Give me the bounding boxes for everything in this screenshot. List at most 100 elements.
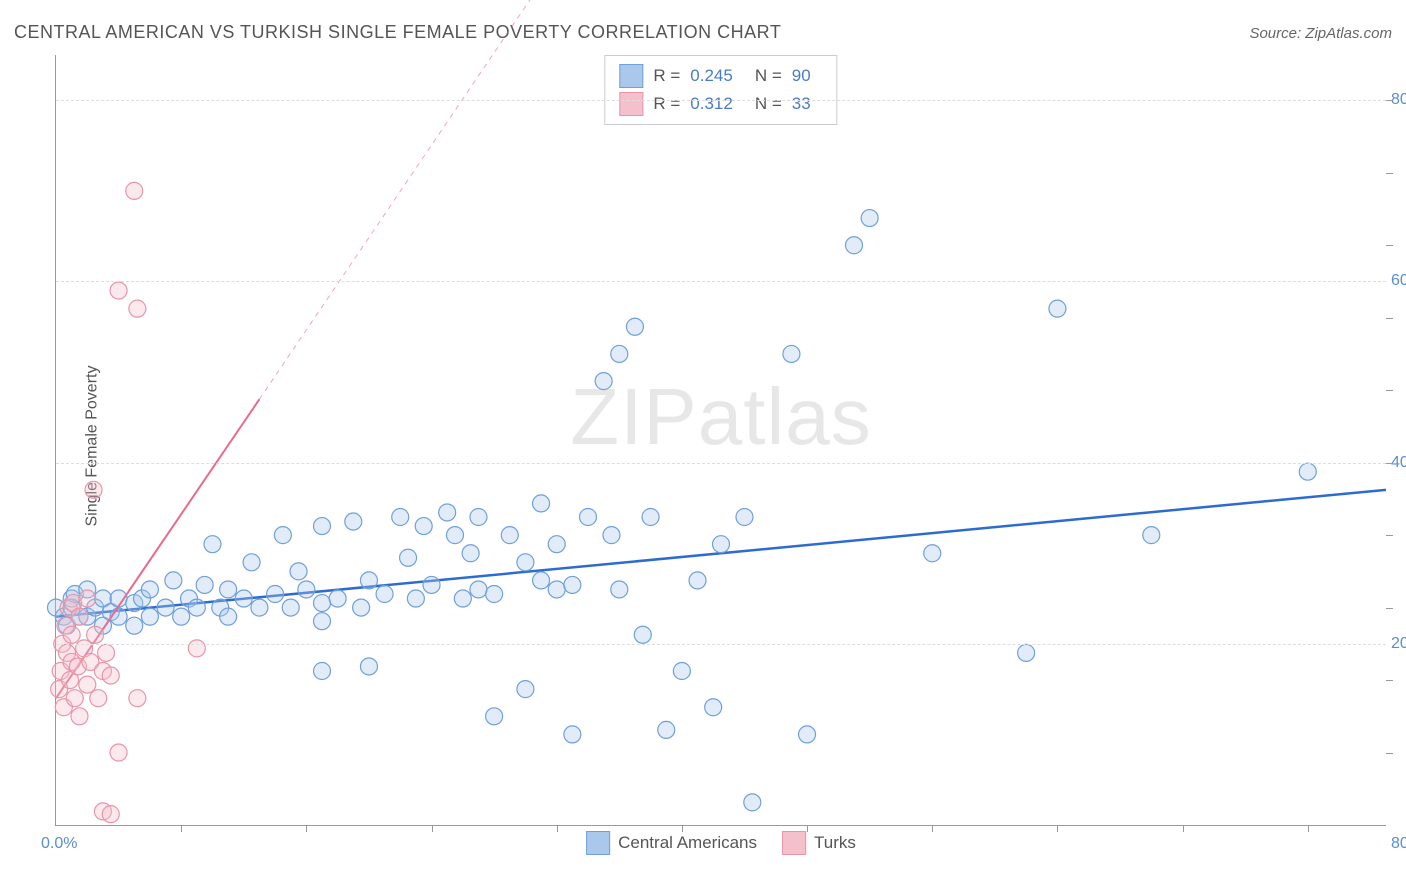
scatter-point <box>517 681 534 698</box>
gridline <box>56 463 1386 464</box>
scatter-point <box>611 345 628 362</box>
scatter-point <box>79 676 96 693</box>
chart-title: CENTRAL AMERICAN VS TURKISH SINGLE FEMAL… <box>14 22 781 43</box>
y-tick <box>1386 390 1393 391</box>
scatter-point <box>533 572 550 589</box>
scatter-point <box>251 599 268 616</box>
x-tick <box>181 825 182 832</box>
x-tick <box>807 825 808 832</box>
y-tick <box>1386 680 1393 681</box>
scatter-point <box>129 300 146 317</box>
y-tick <box>1386 608 1393 609</box>
scatter-point <box>102 667 119 684</box>
scatter-point <box>220 608 237 625</box>
stat-r-value: 0.245 <box>690 66 733 86</box>
stats-row: R = 0.245 N = 90 <box>619 62 822 90</box>
scatter-point <box>564 726 581 743</box>
legend-swatch <box>619 92 643 116</box>
scatter-point <box>71 708 88 725</box>
stat-n-value: 33 <box>792 94 811 114</box>
scatter-point <box>439 504 456 521</box>
plot-area: ZIPatlas R = 0.245N = 90R = 0.312N = 33 … <box>55 55 1386 826</box>
scatter-point <box>470 509 487 526</box>
scatter-point <box>658 721 675 738</box>
scatter-point <box>298 581 315 598</box>
scatter-point <box>141 608 158 625</box>
scatter-point <box>376 586 393 603</box>
scatter-point <box>173 608 190 625</box>
scatter-point <box>274 527 291 544</box>
scatter-point <box>157 599 174 616</box>
scatter-point <box>548 536 565 553</box>
scatter-point <box>126 617 143 634</box>
scatter-point <box>407 590 424 607</box>
scatter-point <box>611 581 628 598</box>
scatter-point <box>345 513 362 530</box>
y-tick <box>1386 173 1393 174</box>
scatter-point <box>783 345 800 362</box>
scatter-point <box>486 586 503 603</box>
legend-label: Turks <box>814 833 856 853</box>
scatter-point <box>470 581 487 598</box>
y-tick <box>1386 535 1393 536</box>
scatter-point <box>314 663 331 680</box>
scatter-point <box>846 237 863 254</box>
legend-swatch <box>782 831 806 855</box>
scatter-point <box>188 599 205 616</box>
x-tick <box>432 825 433 832</box>
scatter-point <box>141 581 158 598</box>
scatter-point <box>98 644 115 661</box>
stat-r-label: R = <box>653 66 680 86</box>
scatter-point <box>1049 300 1066 317</box>
scatter-point <box>1299 463 1316 480</box>
scatter-point <box>415 518 432 535</box>
scatter-point <box>204 536 221 553</box>
gridline <box>56 644 1386 645</box>
scatter-point <box>533 495 550 512</box>
chart-svg <box>56 55 1386 825</box>
scatter-point <box>744 794 761 811</box>
scatter-point <box>196 576 213 593</box>
scatter-point <box>282 599 299 616</box>
scatter-point <box>603 527 620 544</box>
y-tick-label: 60.0% <box>1391 272 1406 290</box>
scatter-point <box>79 590 96 607</box>
scatter-point <box>486 708 503 725</box>
scatter-point <box>626 318 643 335</box>
x-tick <box>1308 825 1309 832</box>
x-tick <box>1183 825 1184 832</box>
scatter-point <box>110 744 127 761</box>
stat-n-value: 90 <box>792 66 811 86</box>
x-tick <box>932 825 933 832</box>
legend-swatch <box>586 831 610 855</box>
stats-row: R = 0.312N = 33 <box>619 90 822 118</box>
gridline <box>56 281 1386 282</box>
scatter-point <box>63 626 80 643</box>
scatter-point <box>392 509 409 526</box>
stat-n-label: N = <box>755 94 782 114</box>
y-tick-label: 40.0% <box>1391 454 1406 472</box>
scatter-point <box>71 608 88 625</box>
scatter-point <box>290 563 307 580</box>
stat-n-label: N = <box>755 66 782 86</box>
y-tick <box>1386 753 1393 754</box>
legend-item: Central Americans <box>586 831 757 855</box>
scatter-point <box>454 590 471 607</box>
x-max-label: 80.0% <box>1391 835 1406 853</box>
stat-r-label: R = <box>653 94 680 114</box>
scatter-point <box>102 806 119 823</box>
scatter-point <box>314 613 331 630</box>
scatter-point <box>924 545 941 562</box>
x-tick <box>1057 825 1058 832</box>
legend-swatch <box>619 64 643 88</box>
y-tick-label: 80.0% <box>1391 91 1406 109</box>
legend-label: Central Americans <box>618 833 757 853</box>
scatter-point <box>705 699 722 716</box>
scatter-point <box>400 549 417 566</box>
scatter-point <box>634 626 651 643</box>
x-tick <box>682 825 683 832</box>
scatter-point <box>360 572 377 589</box>
scatter-point <box>110 282 127 299</box>
y-tick <box>1386 100 1393 101</box>
x-tick <box>557 825 558 832</box>
